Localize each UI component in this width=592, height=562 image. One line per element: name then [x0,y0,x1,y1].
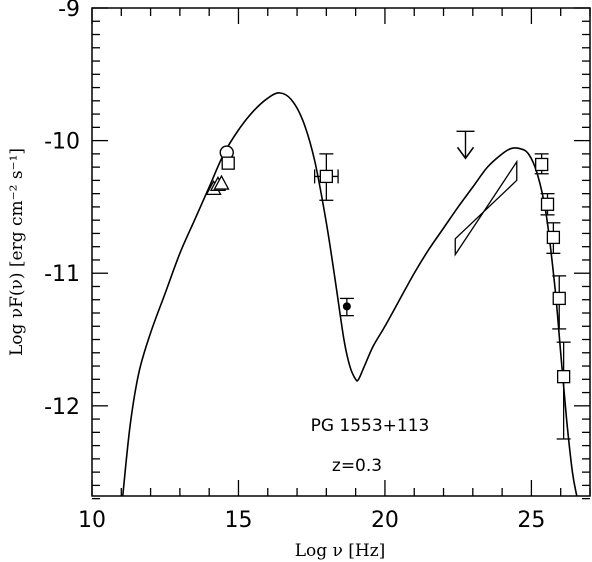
data-point-square [319,169,334,184]
y-tick-label: -9 [58,0,80,22]
data-point-square [540,197,555,211]
x-axis-title: Log ν [Hz] [295,541,386,561]
data-point-square [552,291,566,306]
x-tick-label: 10 [78,508,106,533]
model-curve [121,92,578,497]
data-point-dot [342,302,351,311]
data-point-square [221,156,235,170]
upper-limit-arrowhead [456,146,475,160]
data-marks [205,130,571,440]
annotation-redshift: z=0.3 [332,456,382,476]
data-point-triangle [213,174,230,190]
data-point-square [535,157,549,172]
data-point-square [546,230,561,245]
model-curve-layer [121,92,578,497]
annotation-source: PG 1553+113 [311,416,430,436]
y-axis-title: Log νF(ν) [erg cm⁻² s⁻¹] [7,148,27,356]
plot-frame [91,7,591,497]
y-tick-label: -10 [44,130,80,155]
axis-tick-labels: 10 15 20 25 -9 -10 -11 -12 [44,0,545,533]
x-tick-label: 15 [224,508,252,533]
axis-ticks [91,7,591,500]
data-point-square [556,370,571,384]
bowtie [454,159,518,257]
x-tick-label: 25 [517,508,545,533]
y-tick-label: -11 [44,262,80,287]
x-tick-label: 20 [371,508,399,533]
y-tick-label: -12 [44,395,80,420]
